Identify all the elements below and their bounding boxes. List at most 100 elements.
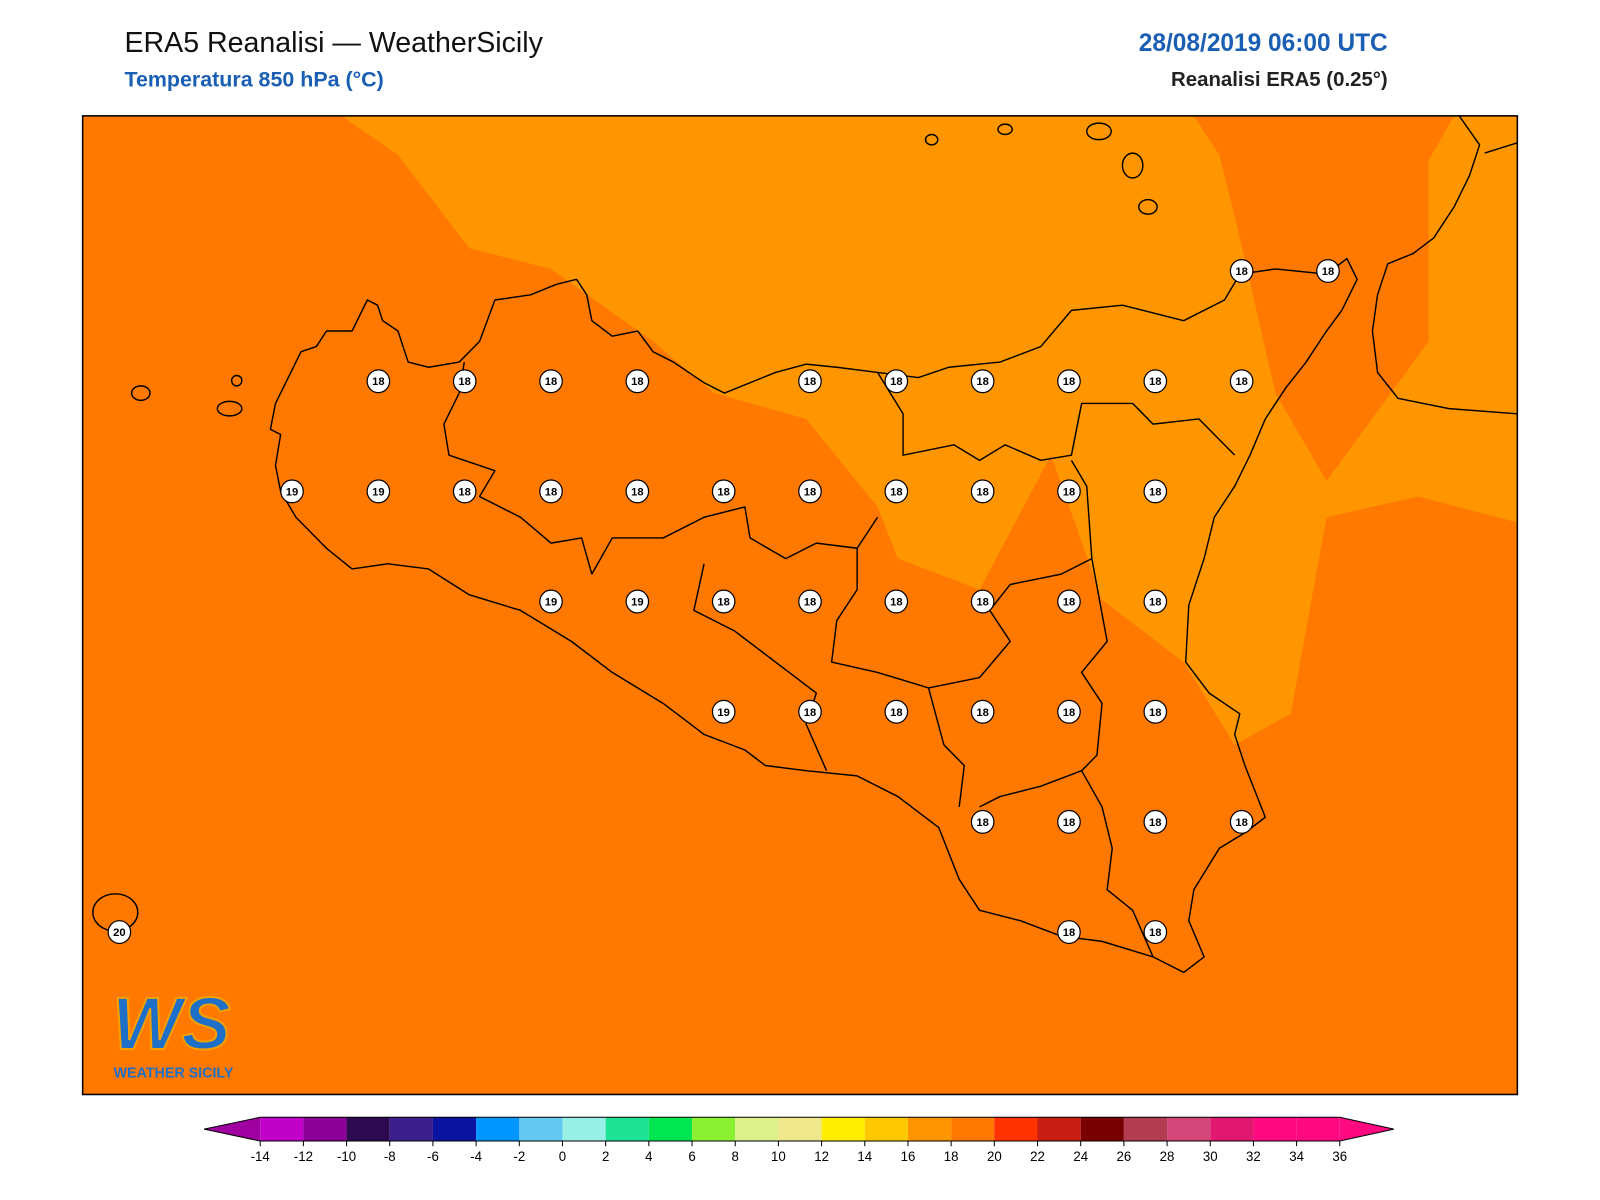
station-value: 18 [890, 376, 902, 388]
colorbar-tick-label: -14 [251, 1149, 271, 1164]
province-border [830, 459, 1093, 689]
island [216, 400, 243, 417]
colorbar-tick-label: -10 [337, 1149, 356, 1164]
colorbar-bin [907, 1117, 952, 1142]
station-value: 18 [458, 376, 470, 388]
colorbar-bin [994, 1117, 1038, 1142]
station-marker [1143, 920, 1168, 945]
island [1138, 198, 1158, 215]
station-value: 18 [890, 486, 902, 498]
station-value: 18 [1063, 597, 1075, 609]
colorbar-bin [735, 1117, 779, 1142]
station-marker [1143, 699, 1168, 724]
colorbar-under [204, 1117, 261, 1142]
colorbar-bin [346, 1117, 390, 1142]
logo-caption: WEATHER SICILY [114, 1066, 234, 1082]
station-value: 18 [1063, 707, 1075, 719]
station-value: 19 [545, 597, 557, 609]
station-marker [884, 369, 909, 394]
station-value: 18 [1063, 927, 1075, 939]
station-value: 18 [890, 707, 902, 719]
colorbar-tick-label: 16 [901, 1149, 916, 1164]
station-value: 19 [286, 486, 298, 498]
station-marker [107, 920, 132, 945]
station-value: 18 [1149, 376, 1161, 388]
colorbar-tick-label: 36 [1332, 1149, 1347, 1164]
station-marker [366, 369, 391, 394]
station-marker [625, 479, 650, 504]
station-marker [970, 369, 995, 394]
colorbar-bin [864, 1117, 908, 1142]
colorbar-tick-label: 6 [688, 1149, 695, 1164]
colorbar-tick-label: 34 [1289, 1149, 1304, 1164]
province-border [927, 687, 965, 807]
station-marker [1057, 920, 1081, 945]
province-border [876, 372, 1236, 462]
colorbar-tick-label: 0 [559, 1149, 566, 1164]
colorbar-bin [605, 1117, 649, 1142]
station-marker [711, 699, 736, 724]
field-16-18 [341, 115, 1518, 745]
colorbar-tick-label: 24 [1073, 1149, 1088, 1164]
station-marker [1057, 369, 1081, 394]
station-marker [1057, 479, 1081, 504]
colorbar-tick-label: 12 [814, 1149, 829, 1164]
colorbar-bin [1167, 1117, 1211, 1142]
station-value: 18 [890, 597, 902, 609]
map-area [82, 115, 1518, 1095]
station-marker [452, 369, 477, 394]
station-value: 18 [804, 376, 816, 388]
station-marker [798, 369, 822, 394]
colorbar-bin [1210, 1117, 1254, 1142]
island [924, 133, 939, 146]
province-border [693, 563, 828, 771]
colorbar-tick-label: 22 [1030, 1149, 1045, 1164]
station-value: 18 [1149, 707, 1161, 719]
station-value: 18 [976, 707, 988, 719]
station-marker [798, 699, 822, 724]
station-value: 18 [804, 597, 816, 609]
island [1086, 122, 1112, 141]
station-value: 19 [372, 486, 384, 498]
colorbar-bin [1296, 1117, 1340, 1142]
station-marker [1143, 479, 1168, 504]
datetime: 28/08/2019 06:00 UTC [1139, 30, 1388, 57]
colorbar-tick-label: 2 [602, 1149, 609, 1164]
station-value: 18 [1322, 266, 1334, 278]
colorbar-bin [562, 1117, 606, 1142]
station-marker [1057, 699, 1081, 724]
station-value: 18 [976, 597, 988, 609]
colorbar-tick-label: 18 [944, 1149, 959, 1164]
station-marker [366, 479, 391, 504]
station-value: 18 [976, 817, 988, 829]
colorbar-bin [476, 1117, 520, 1142]
province-border [591, 506, 879, 575]
colorbar-tick-label: -8 [384, 1149, 396, 1164]
station-marker [1057, 589, 1081, 614]
station-marker [1229, 369, 1254, 394]
colorbar-tick-label: 10 [771, 1149, 786, 1164]
station-marker [452, 479, 477, 504]
colorbar-bin [692, 1117, 736, 1142]
colorbar-bin [1080, 1117, 1124, 1142]
coastline-calabria [1484, 142, 1518, 154]
logo-mark: WS [112, 982, 230, 1066]
station-value: 19 [717, 707, 729, 719]
map-frame [81, 115, 1519, 1096]
station-marker [711, 479, 736, 504]
colorbar-bin [1123, 1117, 1168, 1142]
station-marker [1143, 809, 1168, 834]
station-value: 18 [717, 486, 729, 498]
colorbar-bin [260, 1117, 304, 1142]
province-border [443, 361, 593, 575]
station-value: 18 [1149, 927, 1161, 939]
station-value: 18 [545, 376, 557, 388]
colorbar-tick-label: -6 [427, 1149, 439, 1164]
colorbar-tick-label: 30 [1203, 1149, 1218, 1164]
station-marker [1143, 369, 1168, 394]
station-value: 18 [1063, 817, 1075, 829]
station-marker [625, 369, 650, 394]
station-marker [1057, 809, 1081, 834]
station-marker [1143, 589, 1168, 614]
station-marker [280, 479, 304, 504]
